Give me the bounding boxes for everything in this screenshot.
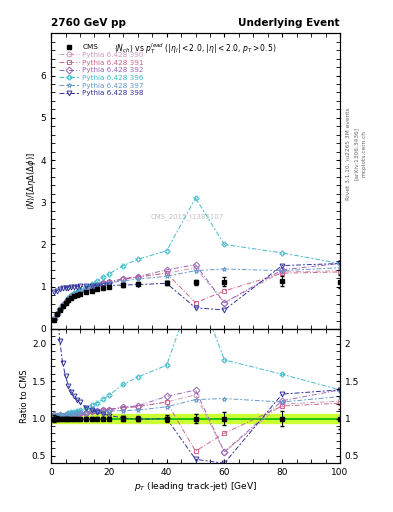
Text: 2760 GeV pp: 2760 GeV pp	[51, 18, 126, 28]
X-axis label: $p_T$ (leading track-jet) [GeV]: $p_T$ (leading track-jet) [GeV]	[134, 480, 257, 493]
Text: $\langle N_{ch}\rangle$ vs $p_T^{lead}$ ($|\eta_l|<2.0$, $|\eta|<2.0$, $p_T>0.5$: $\langle N_{ch}\rangle$ vs $p_T^{lead}$ …	[114, 40, 277, 56]
Y-axis label: $\langle N\rangle/[\Delta\eta\Delta(\Delta\phi)]$: $\langle N\rangle/[\Delta\eta\Delta(\Del…	[25, 152, 38, 210]
Text: Rivet 3.1.10, \u2265 3M events: Rivet 3.1.10, \u2265 3M events	[345, 108, 350, 200]
Text: CMS_2015_I1385107: CMS_2015_I1385107	[150, 213, 224, 220]
Text: [arXiv:1306.3436]: [arXiv:1306.3436]	[354, 127, 359, 180]
Y-axis label: Ratio to CMS: Ratio to CMS	[20, 369, 29, 423]
Text: Underlying Event: Underlying Event	[239, 18, 340, 28]
Text: mcplots.cern.ch: mcplots.cern.ch	[362, 130, 367, 177]
Bar	[51, 414, 340, 423]
Legend: CMS, Pythia 6.428 390, Pythia 6.428 391, Pythia 6.428 392, Pythia 6.428 396, Pyt: CMS, Pythia 6.428 390, Pythia 6.428 391,…	[58, 43, 145, 98]
